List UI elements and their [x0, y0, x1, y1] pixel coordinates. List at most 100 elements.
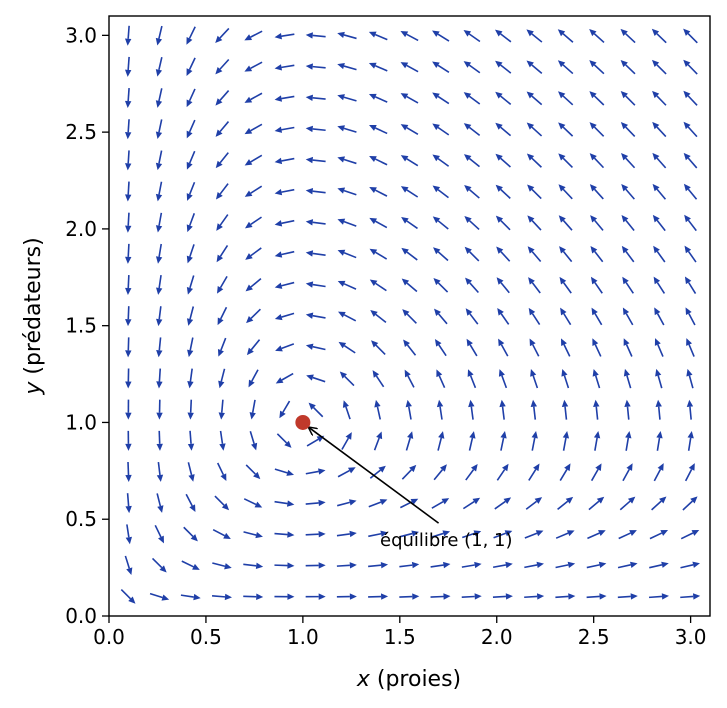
quiver-arrow	[436, 399, 444, 420]
quiver-arrow	[499, 399, 506, 420]
quiver-arrow	[624, 399, 631, 420]
quiver-arrow	[527, 215, 542, 231]
quiver-arrow	[530, 399, 537, 420]
quiver-arrow	[589, 29, 605, 44]
quiver-arrow	[495, 122, 512, 137]
quiver-arrow	[500, 431, 507, 451]
quiver-arrow	[589, 122, 605, 137]
quiver-arrow	[432, 185, 449, 199]
quiver-arrow	[185, 493, 196, 513]
quiver-arrow	[306, 374, 326, 383]
quiver-arrow	[437, 431, 445, 451]
quiver-arrow	[685, 307, 696, 326]
x-axis-label-var: x	[356, 667, 371, 692]
quiver-arrow	[465, 463, 478, 481]
quiver-arrow	[369, 125, 388, 135]
quiver-arrow	[683, 183, 698, 200]
quiver-arrow	[558, 184, 573, 200]
quiver-arrow	[341, 432, 352, 450]
quiver-arrow	[217, 337, 227, 357]
quiver-arrow	[526, 60, 543, 74]
quiver-arrow	[186, 88, 196, 108]
quiver-arrow	[274, 126, 295, 133]
quiver-arrow	[653, 463, 664, 482]
quiver-arrow	[305, 188, 326, 195]
quiver-arrow	[156, 461, 164, 482]
quiver-arrow	[468, 399, 475, 420]
quiver-arrow	[399, 561, 420, 569]
quiver-arrow	[467, 369, 477, 389]
quiver-arrows	[120, 25, 701, 604]
quiver-arrow	[186, 275, 195, 295]
x-axis-label: x (proies)	[356, 667, 461, 692]
quiver-arrow	[496, 463, 509, 481]
quiver-arrow	[684, 463, 695, 482]
quiver-arrow	[498, 338, 509, 357]
quiver-arrow	[529, 338, 540, 357]
quiver-arrow	[305, 343, 326, 351]
quiver-arrow	[244, 216, 262, 229]
quiver-arrow	[590, 215, 604, 231]
quiver-arrow	[461, 561, 482, 569]
y-tick-label: 0.5	[65, 507, 97, 531]
quiver-arrow	[619, 496, 636, 511]
quiver-arrow	[433, 277, 449, 293]
quiver-arrow	[468, 431, 476, 451]
quiver-arrow	[187, 337, 194, 358]
quiver-arrow	[648, 593, 669, 600]
quiver-arrow	[620, 59, 636, 75]
quiver-arrow	[494, 29, 512, 43]
quiver-arrow	[562, 431, 570, 451]
quiver-arrow	[338, 341, 356, 354]
quiver-arrow	[655, 399, 662, 420]
quiver-arrow	[124, 119, 132, 140]
quiver-arrow	[461, 593, 482, 600]
y-tick-label: 0.0	[65, 604, 97, 628]
quiver-arrow	[649, 561, 669, 569]
quiver-arrow	[337, 156, 357, 165]
quiver-arrow	[593, 399, 600, 420]
quiver-arrow	[465, 308, 479, 325]
quiver-arrow	[125, 306, 132, 327]
quiver-arrow	[400, 186, 419, 198]
quiver-arrow	[524, 561, 544, 569]
quiver-arrow	[274, 312, 295, 321]
quiver-arrow	[652, 121, 667, 138]
y-axis-ticks: 0.0 0.5 1.0 1.5 2.0 2.5 3.0	[65, 23, 109, 628]
quiver-arrow	[684, 214, 697, 232]
quiver-arrow	[156, 430, 163, 451]
quiver-arrow	[337, 31, 357, 40]
quiver-arrow	[248, 369, 259, 388]
quiver-arrow	[155, 150, 163, 171]
quiver-arrow	[495, 153, 511, 168]
quiver-arrow	[342, 400, 351, 420]
quiver-arrow	[245, 464, 261, 480]
quiver-arrow	[305, 312, 326, 319]
quiver-arrow	[559, 246, 573, 263]
quiver-arrow	[620, 28, 636, 44]
x-tick-label: 1.0	[287, 625, 319, 649]
quiver-arrow	[243, 593, 264, 600]
y-tick-label: 2.0	[65, 217, 97, 241]
quiver-arrow	[186, 244, 195, 264]
quiver-arrow	[495, 60, 512, 74]
quiver-arrow	[274, 157, 295, 165]
quiver-arrow	[623, 368, 632, 389]
quiver-arrow	[527, 246, 542, 262]
quiver-arrow	[186, 306, 195, 326]
quiver-arrow	[652, 152, 667, 169]
quiver-arrow	[400, 31, 419, 42]
quiver-arrow	[589, 153, 605, 169]
quiver-arrow	[249, 399, 256, 420]
quiver-arrow	[493, 530, 513, 539]
quiver-arrow	[561, 368, 570, 389]
y-tick-label: 1.5	[65, 314, 97, 338]
x-axis-ticks: 0.0 0.5 1.0 1.5 2.0 2.5 3.0	[93, 616, 707, 649]
quiver-arrow	[125, 493, 132, 514]
quiver-arrow	[216, 245, 229, 263]
quiver-arrow	[219, 430, 226, 451]
quiver-arrow	[464, 246, 480, 262]
quiver-arrow	[590, 463, 602, 482]
quiver-arrow	[591, 307, 603, 326]
